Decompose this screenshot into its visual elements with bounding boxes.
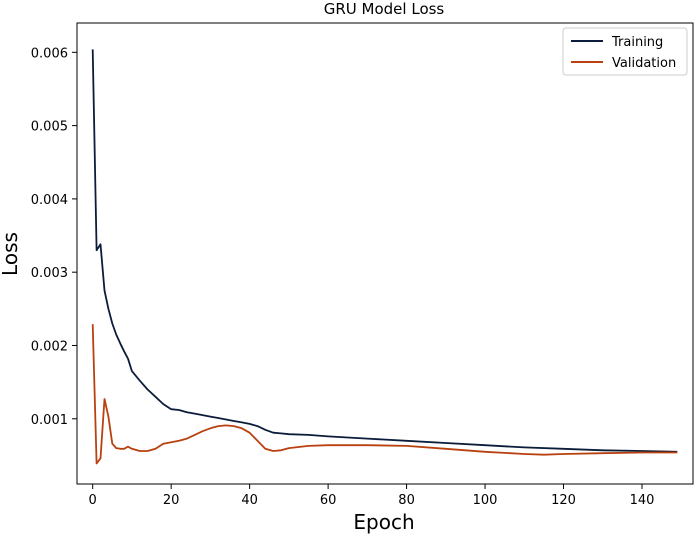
y-tick-label: 0.005 <box>31 120 68 135</box>
chart-title: GRU Model Loss <box>324 0 445 18</box>
x-tick-label: 140 <box>630 493 655 508</box>
legend[interactable]: Training Validation <box>562 27 688 76</box>
series-line-training <box>91 49 678 453</box>
x-axis-title: Epoch <box>353 510 414 534</box>
x-tick-label: 0 <box>89 493 97 508</box>
x-tick-label: 20 <box>163 493 180 508</box>
x-tick-label: 40 <box>241 493 258 508</box>
legend-label-training: Training <box>611 35 663 50</box>
x-tick-label: 100 <box>473 493 498 508</box>
y-tick-label: 0.006 <box>31 46 68 61</box>
legend-label-validation: Validation <box>612 56 676 71</box>
legend-box <box>562 27 688 76</box>
y-tick-label: 0.002 <box>31 339 68 354</box>
y-axis: 0.001 0.002 0.003 0.004 0.005 0.006 <box>31 46 77 428</box>
x-tick-label: 60 <box>320 493 337 508</box>
x-tick-label: 80 <box>398 493 415 508</box>
plot-area <box>76 22 694 485</box>
y-tick-label: 0.001 <box>31 413 68 428</box>
series-line-validation <box>91 324 678 465</box>
y-tick-label: 0.004 <box>31 193 68 208</box>
x-axis: 0 20 40 60 80 100 120 140 <box>89 484 655 508</box>
y-axis-title: Loss <box>0 232 22 276</box>
series-layer <box>91 49 678 465</box>
y-tick-label: 0.003 <box>31 266 68 281</box>
x-tick-label: 120 <box>551 493 576 508</box>
